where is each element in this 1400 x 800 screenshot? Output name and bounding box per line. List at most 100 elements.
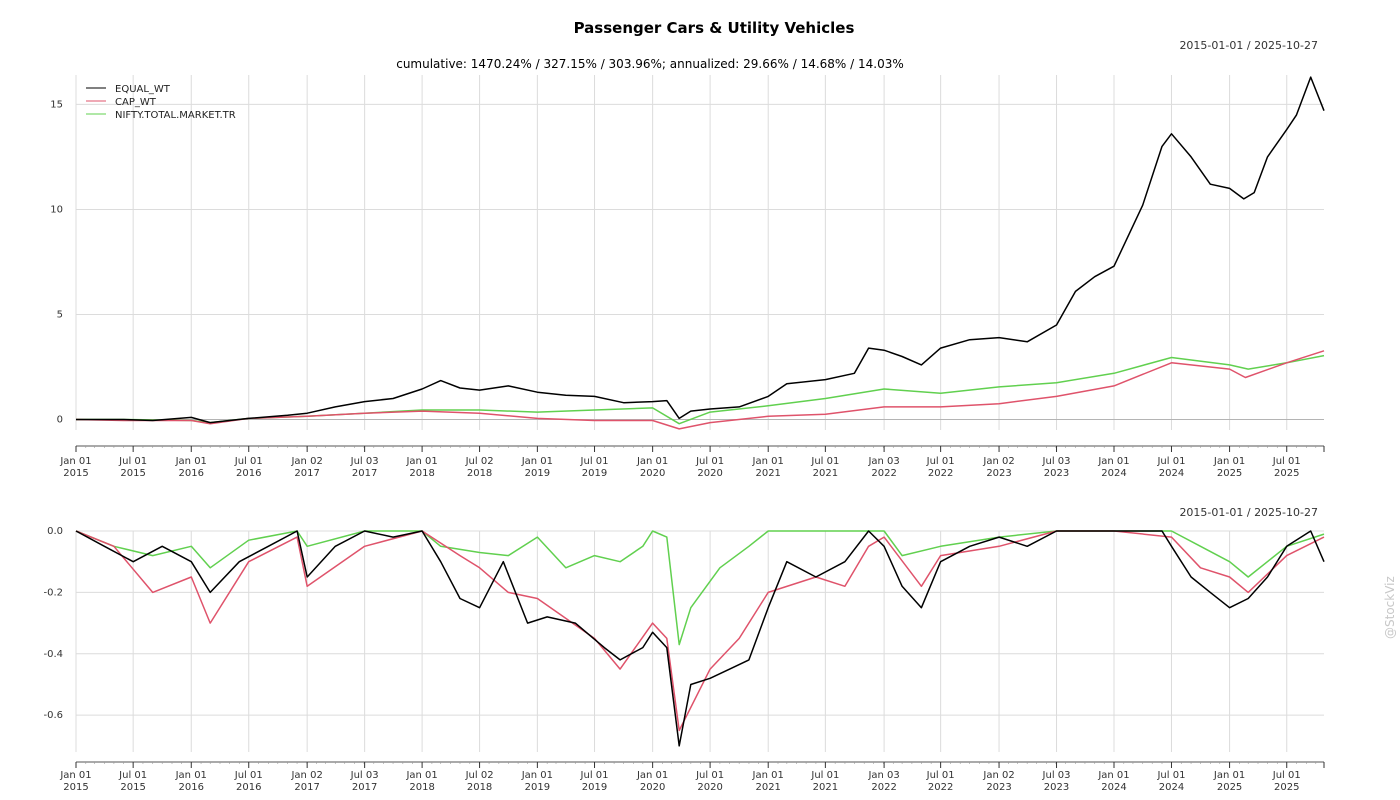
x-tick-year-label: 2021: [755, 782, 780, 793]
x-tick-year-label: 2020: [640, 468, 665, 479]
x-tick-label: Jul 03: [1042, 456, 1071, 467]
x-tick-label: Jan 01: [405, 456, 437, 467]
x-tick-label: Jan 02: [290, 770, 322, 781]
x-tick-year-label: 2025: [1217, 468, 1242, 479]
x-tick-year-label: 2023: [986, 782, 1011, 793]
x-tick-year-label: 2019: [525, 782, 550, 793]
x-tick-label: Jan 03: [867, 456, 899, 467]
chart-subtitle: cumulative: 1470.24% / 327.15% / 303.96%…: [396, 57, 904, 71]
x-tick-year-label: 2022: [928, 468, 953, 479]
x-tick-year-label: 2018: [409, 782, 434, 793]
x-tick-year-label: 2022: [871, 468, 896, 479]
x-tick-label: Jul 01: [234, 770, 263, 781]
x-tick-label: Jul 03: [1042, 770, 1071, 781]
x-tick-label: Jul 01: [234, 456, 263, 467]
x-tick-label: Jan 01: [752, 456, 784, 467]
x-tick-label: Jan 01: [175, 456, 207, 467]
x-tick-label: Jul 01: [580, 456, 609, 467]
x-tick-year-label: 2016: [236, 782, 261, 793]
x-tick-label: Jan 02: [982, 456, 1014, 467]
x-tick-label: Jan 01: [636, 770, 668, 781]
x-tick-label: Jan 02: [982, 770, 1014, 781]
x-tick-year-label: 2015: [63, 468, 88, 479]
series-line-equal-wt: [75, 530, 1325, 747]
x-tick-label: Jan 02: [290, 456, 322, 467]
top-panel-date-range: 2015-01-01 / 2025-10-27: [1179, 39, 1318, 52]
x-tick-year-label: 2021: [755, 468, 780, 479]
y-tick-label: -0.4: [43, 649, 63, 660]
x-tick-label: Jul 01: [695, 770, 724, 781]
x-tick-year-label: 2021: [813, 782, 838, 793]
x-tick-year-label: 2020: [640, 782, 665, 793]
x-tick-label: Jul 01: [1272, 770, 1301, 781]
x-tick-year-label: 2023: [1044, 782, 1069, 793]
y-tick-label: 5: [57, 309, 63, 320]
x-tick-year-label: 2016: [179, 468, 204, 479]
x-tick-year-label: 2023: [1044, 468, 1069, 479]
x-tick-year-label: 2015: [120, 782, 145, 793]
x-tick-label: Jul 01: [695, 456, 724, 467]
x-tick-year-label: 2021: [813, 468, 838, 479]
y-tick-label: 15: [50, 99, 63, 110]
x-tick-label: Jan 01: [405, 770, 437, 781]
x-tick-label: Jan 01: [636, 456, 668, 467]
x-tick-year-label: 2018: [467, 782, 492, 793]
x-tick-label: Jan 01: [752, 770, 784, 781]
x-tick-year-label: 2024: [1159, 468, 1184, 479]
x-tick-year-label: 2018: [467, 468, 492, 479]
x-tick-label: Jul 02: [465, 770, 494, 781]
x-tick-year-label: 2025: [1274, 468, 1299, 479]
x-tick-year-label: 2020: [697, 468, 722, 479]
x-tick-year-label: 2016: [236, 468, 261, 479]
x-tick-year-label: 2022: [928, 782, 953, 793]
x-tick-year-label: 2022: [871, 782, 896, 793]
x-tick-year-label: 2015: [63, 782, 88, 793]
bottom-panel-date-range: 2015-01-01 / 2025-10-27: [1179, 506, 1318, 519]
y-tick-label: -0.2: [43, 587, 63, 598]
y-tick-label: 0: [57, 414, 63, 425]
y-tick-label: -0.6: [43, 710, 63, 721]
series-line-nifty-total-market-tr: [76, 354, 1325, 425]
x-tick-label: Jul 01: [118, 456, 147, 467]
x-tick-label: Jul 01: [810, 770, 839, 781]
series-line-nifty-total-market-tr: [75, 530, 1325, 646]
x-tick-year-label: 2025: [1274, 782, 1299, 793]
x-tick-year-label: 2024: [1159, 782, 1184, 793]
x-tick-year-label: 2019: [582, 782, 607, 793]
x-tick-year-label: 2024: [1101, 782, 1126, 793]
x-tick-year-label: 2025: [1217, 782, 1242, 793]
x-tick-label: Jan 01: [59, 456, 91, 467]
x-tick-year-label: 2018: [409, 468, 434, 479]
x-tick-label: Jul 01: [1272, 456, 1301, 467]
x-tick-year-label: 2019: [525, 468, 550, 479]
x-tick-label: Jul 03: [350, 770, 379, 781]
x-tick-year-label: 2020: [697, 782, 722, 793]
series-line-cap-wt: [75, 530, 1325, 732]
legend-label: NIFTY.TOTAL.MARKET.TR: [115, 110, 236, 121]
x-tick-label: Jan 01: [1213, 456, 1245, 467]
x-tick-label: Jul 01: [1156, 770, 1185, 781]
x-tick-year-label: 2017: [352, 782, 377, 793]
x-tick-year-label: 2015: [120, 468, 145, 479]
x-tick-year-label: 2017: [352, 468, 377, 479]
x-tick-label: Jul 03: [350, 456, 379, 467]
x-tick-label: Jan 01: [1097, 456, 1129, 467]
x-tick-year-label: 2017: [294, 782, 319, 793]
x-tick-label: Jan 01: [521, 770, 553, 781]
x-tick-year-label: 2023: [986, 468, 1011, 479]
x-tick-label: Jul 02: [465, 456, 494, 467]
x-tick-label: Jul 01: [926, 456, 955, 467]
x-tick-year-label: 2017: [294, 468, 319, 479]
x-tick-label: Jul 01: [1156, 456, 1185, 467]
x-tick-year-label: 2024: [1101, 468, 1126, 479]
x-tick-label: Jul 01: [926, 770, 955, 781]
x-tick-year-label: 2019: [582, 468, 607, 479]
x-tick-label: Jan 03: [867, 770, 899, 781]
x-tick-year-label: 2016: [179, 782, 204, 793]
series-line-equal-wt: [76, 76, 1325, 424]
x-tick-label: Jan 01: [1213, 770, 1245, 781]
legend-label: CAP_WT: [115, 97, 157, 108]
